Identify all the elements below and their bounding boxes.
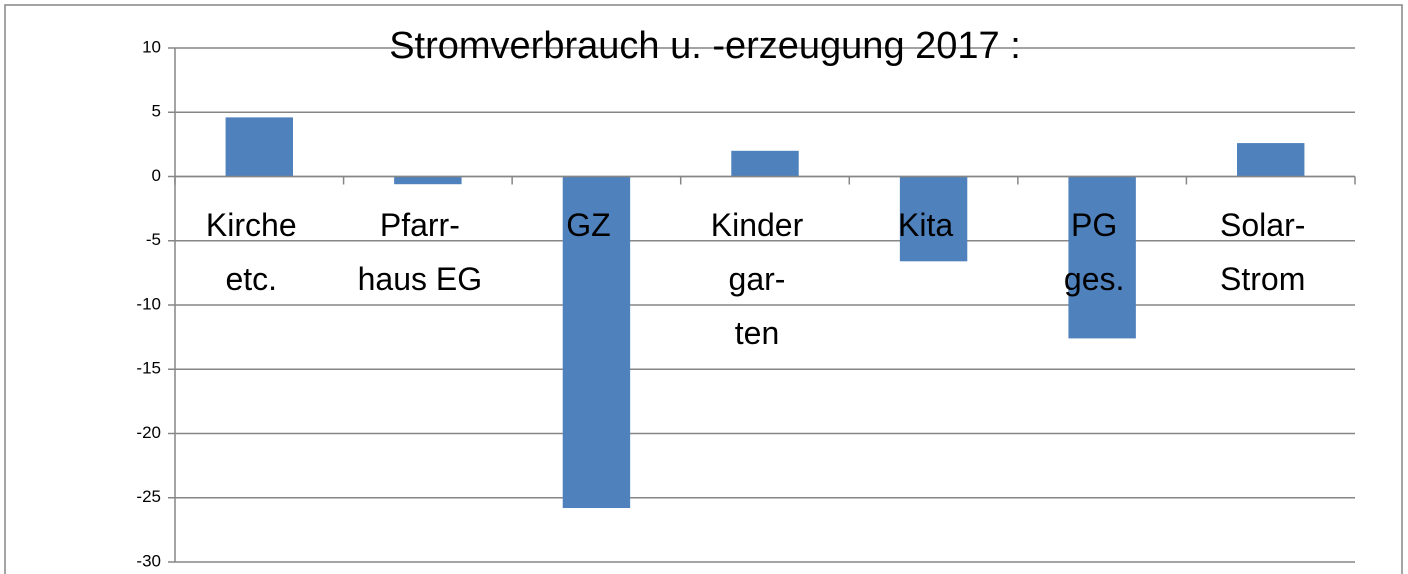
x-tick-label-line: Kinder (711, 207, 804, 243)
y-tick-label: 0 (152, 166, 161, 185)
y-tick-label: 5 (152, 102, 161, 121)
bar (1237, 143, 1305, 177)
x-tick-label: PG ges. (1064, 207, 1124, 297)
axes (168, 47, 1356, 563)
bars (225, 117, 1305, 509)
y-tick-label: -10 (136, 294, 161, 313)
x-tick-label: GZ (566, 207, 610, 243)
x-tick-label-line: gar- (729, 261, 786, 297)
x-tick-label: Kita (898, 207, 953, 243)
x-tick-label-line: GZ (566, 207, 610, 243)
labels: -30 -25 -20 -15 -10 -5 0 5 10 Kirche etc. Pfarr-hau… (136, 37, 1305, 570)
y-tick-label: -5 (146, 230, 161, 249)
x-tick-label-line: ten (735, 315, 779, 351)
x-tick-label-line: Kita (898, 207, 953, 243)
bar (899, 176, 968, 262)
x-tick-label: Kinder gar-ten (711, 207, 804, 351)
bar (225, 117, 293, 177)
y-tick-label: -15 (136, 359, 161, 378)
y-tick-label: -25 (136, 487, 161, 506)
x-tick-label: Kirche etc. (206, 207, 297, 297)
chart-title: Stromverbrauch u. -erzeugung 2017 : (389, 25, 1021, 67)
x-tick-label-line: Pfarr- (380, 207, 460, 243)
y-tick-label: -20 (136, 423, 161, 442)
x-tick-label-line: etc. (225, 261, 277, 297)
x-tick-label-line: PG (1071, 207, 1117, 243)
x-tick-label-line: haus EG (358, 261, 483, 297)
x-tick-label: Pfarr-haus EG (358, 207, 483, 297)
x-tick-label-line: ges. (1064, 261, 1124, 297)
bar (394, 176, 462, 185)
y-tick-label: -30 (136, 551, 161, 570)
bar (731, 150, 799, 177)
x-tick-label-line: Strom (1220, 261, 1305, 297)
x-tick-label: Solar- Strom (1220, 207, 1305, 297)
x-tick-label-line: Solar- (1220, 207, 1305, 243)
y-tick-label: 10 (142, 37, 161, 56)
bar (1068, 176, 1136, 339)
chart-frame (4, 4, 1403, 574)
bar (562, 176, 631, 509)
x-tick-label-line: Kirche (206, 207, 297, 243)
